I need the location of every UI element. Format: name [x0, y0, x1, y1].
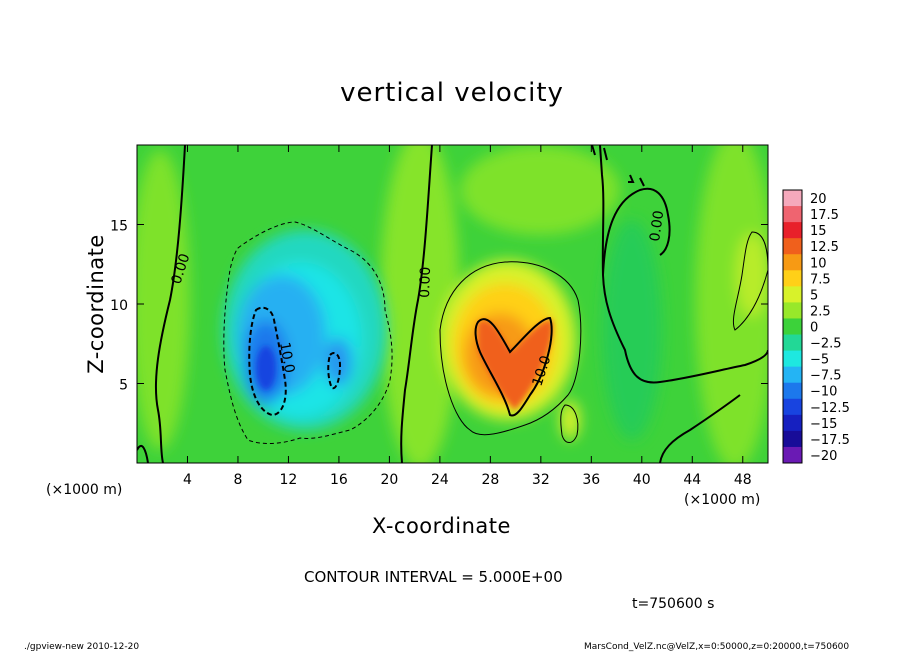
updraft-tail: [560, 400, 580, 440]
x-tick-label: 36: [582, 472, 600, 488]
y-axis: 5 10 15: [110, 219, 768, 394]
colorbar-label: 17.5: [810, 208, 839, 223]
x-tick-label: 20: [380, 472, 398, 488]
colorbar-label: −2.5: [810, 337, 842, 352]
x-tick-label: 48: [734, 472, 752, 488]
contour-labels: 0.00 0.00 0.00 10.0 10.0: [169, 209, 668, 388]
downdraft-peak: [256, 346, 276, 390]
field-weak-up-left: [137, 150, 190, 450]
contour-zero-lines: [137, 145, 768, 463]
x-tick-label: 40: [633, 472, 651, 488]
footer-left: ./gpview-new 2010-12-20: [24, 642, 140, 652]
contour-positive-10: [474, 316, 553, 417]
x-tick-label: 28: [481, 472, 499, 488]
colorbar-swatch: [783, 270, 802, 287]
y-axis-label: Z-coordinate: [84, 234, 108, 374]
colorbar-label: 7.5: [810, 272, 831, 287]
colorbar-swatch: [783, 190, 802, 207]
field-weak-up-top: [460, 145, 620, 235]
colorbar-label: 15: [810, 224, 827, 239]
time-label: t=750600 s: [632, 596, 715, 612]
colorbar-swatch: [783, 238, 802, 255]
colorbar-swatch: [783, 334, 802, 352]
contour-label: 0.00: [647, 209, 667, 242]
field-weak-down-band: [602, 220, 662, 440]
colorbar-label: 2.5: [810, 304, 831, 319]
colorbar-swatch: [783, 350, 802, 368]
colorbar-swatch: [783, 302, 802, 319]
contour-negative-5: [223, 221, 393, 444]
x-tick-label: 24: [431, 472, 449, 488]
x-axis-label: X-coordinate: [372, 514, 511, 538]
colorbar-label: −5: [810, 353, 829, 368]
contour-positive-5: [439, 231, 768, 443]
x-unit-right: (×1000 m): [684, 492, 761, 508]
x-tick-label: 32: [532, 472, 550, 488]
colorbar-swatch: [783, 446, 802, 464]
colorbar-swatch: [783, 366, 802, 384]
colorbar-swatch: [783, 222, 802, 239]
colorbar-label: 12.5: [810, 240, 839, 255]
colorbar-label: −15: [810, 417, 837, 432]
colorbar-swatch: [783, 414, 802, 432]
chart-title: vertical velocity: [340, 78, 564, 108]
colorbar-label: 20: [810, 192, 827, 207]
x-tick-label: 8: [233, 472, 242, 488]
y-tick-label: 10: [110, 298, 128, 314]
x-tick-label: 4: [183, 472, 192, 488]
colorbar-label: −12.5: [810, 401, 850, 416]
field-weak-up-mid: [380, 145, 460, 463]
contour-negative-10: [248, 306, 342, 417]
colorbar-swatch: [783, 254, 802, 271]
footer-right: MarsCond_VelZ.nc@VelZ,x=0:50000,z=0:2000…: [584, 642, 850, 652]
y-tick-label: 15: [110, 219, 128, 235]
downdraft-secondary: [324, 338, 352, 386]
colorbar-swatch: [783, 206, 802, 223]
colorbar-label: −7.5: [810, 369, 842, 384]
colorbar-swatch: [783, 286, 802, 303]
colorbar-label: 0: [810, 321, 818, 336]
colorbar-label: 5: [810, 288, 818, 303]
contour-interval: CONTOUR INTERVAL = 5.000E+00: [304, 568, 563, 586]
colorbar-swatch: [783, 318, 802, 336]
x-tick-label: 16: [330, 472, 348, 488]
x-unit-left: (×1000 m): [46, 482, 123, 498]
colorbar-swatch: [783, 382, 802, 400]
y-tick-label: 5: [119, 378, 128, 394]
colorbar-label: −20: [810, 449, 837, 464]
contour-label: 0.00: [417, 266, 434, 298]
updraft-core: [478, 319, 553, 410]
colorbar-label: −10: [810, 385, 837, 400]
colorbar-swatch: [783, 430, 802, 448]
x-tick-label: 12: [280, 472, 298, 488]
x-axis: 4 8 12 16 20 24 28 32 36 40 44 48: [183, 145, 752, 488]
colorbar-label: −17.5: [810, 433, 850, 448]
colorbar-frame: [782, 189, 803, 464]
contour-label: 10.0: [276, 341, 297, 374]
field-weak-up-far-right: [736, 233, 768, 317]
field-weak-up-right: [695, 145, 768, 463]
x-tick-label: 44: [683, 472, 701, 488]
colorbar-swatch: [783, 398, 802, 416]
colorbar-label: 10: [810, 256, 827, 271]
